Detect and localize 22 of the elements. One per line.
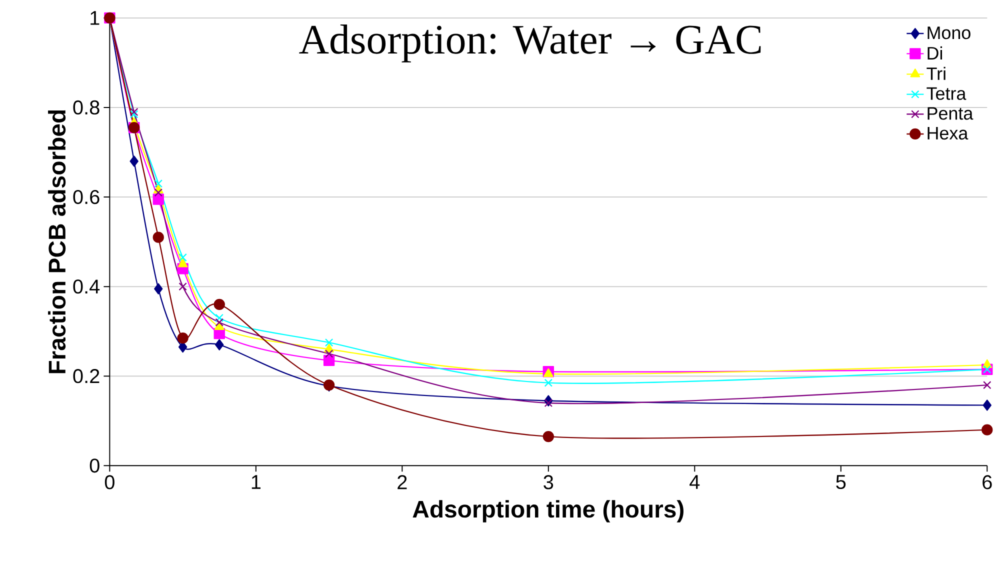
y-tick-label: 0.8	[73, 100, 100, 114]
y-tick-label: 0.4	[73, 279, 100, 294]
x-axis-title: Adsorption time (hours)	[412, 500, 684, 522]
legend-label: Penta	[928, 107, 974, 120]
x-tick-label: 5	[836, 474, 846, 489]
legend-label: Di	[928, 46, 942, 60]
legend-label: Tri	[926, 66, 946, 80]
x-tick-label: 4	[690, 474, 700, 489]
y-tick-label: 0	[90, 458, 100, 473]
chart-title: Adsorption: Water → GAC	[299, 24, 761, 62]
x-tick-label: 1	[252, 474, 260, 489]
legend-label: Mono	[928, 26, 970, 39]
x-tick-label: 2	[398, 474, 407, 489]
x-tick-label: 3	[544, 474, 554, 490]
y-axis-title: Fraction PCB adsorbed	[48, 110, 66, 373]
y-tick-label: 1	[90, 10, 100, 25]
x-tick-label: 0	[104, 474, 114, 490]
legend-label: Tetra	[926, 87, 966, 100]
y-tick-label: 0.6	[73, 190, 100, 204]
legend-label: Hexa	[928, 126, 968, 140]
y-tick-label: 0.2	[73, 368, 100, 383]
x-tick-label: 6	[982, 474, 992, 490]
